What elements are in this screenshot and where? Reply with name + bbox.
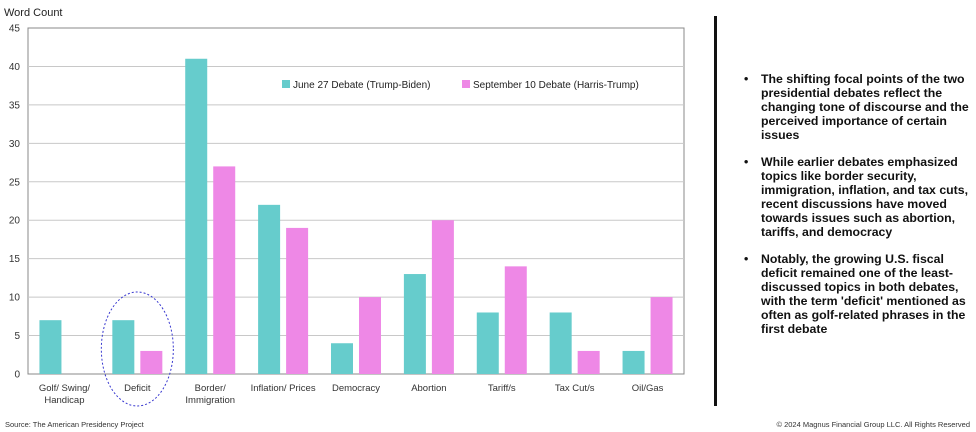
y-tick-label: 45 xyxy=(9,24,21,35)
bar xyxy=(331,343,353,374)
source-note: Source: The American Presidency Project xyxy=(5,420,144,429)
y-axis-label: Word Count xyxy=(4,7,63,19)
bar xyxy=(504,266,527,374)
bar xyxy=(650,297,673,374)
legend-label: September 10 Debate (Harris-Trump) xyxy=(473,80,639,91)
bullet-dot: • xyxy=(744,155,749,169)
x-tick-label: Deficit xyxy=(124,383,151,394)
bar xyxy=(213,166,236,374)
y-tick-label: 5 xyxy=(14,331,20,342)
bullet-dot: • xyxy=(744,72,749,86)
bullet-text: Notably, the growing U.S. fiscal deficit… xyxy=(761,252,966,336)
bar xyxy=(431,220,454,374)
copyright-note: © 2024 Magnus Financial Group LLC. All R… xyxy=(776,420,970,429)
vertical-divider xyxy=(714,16,717,406)
x-tick-label: Tax Cut/s xyxy=(555,383,595,394)
y-tick-label: 10 xyxy=(9,293,21,304)
y-tick-label: 20 xyxy=(9,216,21,227)
y-tick-label: 35 xyxy=(9,100,21,111)
highlight-ellipse xyxy=(100,291,174,407)
bar xyxy=(577,350,600,374)
legend-label: June 27 Debate (Trump-Biden) xyxy=(293,80,430,91)
bar xyxy=(39,320,62,374)
x-tick-label: Tariff/s xyxy=(488,383,516,394)
bar xyxy=(359,297,381,374)
bar xyxy=(476,312,499,374)
bar xyxy=(112,320,135,374)
bar xyxy=(622,350,645,374)
bar-chart: 0 5 10 15 20 25 30 35 40 45 Word Count Golf/ Swing/… xyxy=(4,7,685,407)
key-takeaways: • The shifting focal points of the two p… xyxy=(744,72,970,349)
y-tick-label: 30 xyxy=(9,139,21,150)
bullet-item: • While earlier debates emphasized topic… xyxy=(744,155,970,239)
bullet-item: • The shifting focal points of the two p… xyxy=(744,72,970,142)
legend-swatch xyxy=(462,80,470,88)
x-tick-label: Abortion xyxy=(411,383,446,394)
y-tick-label: 40 xyxy=(9,62,21,73)
y-tick-label: 0 xyxy=(14,370,20,381)
x-tick-label: Inflation/ Prices xyxy=(251,383,316,394)
y-tick-label: 25 xyxy=(9,177,21,188)
x-tick-label: Democracy xyxy=(332,383,380,394)
bar xyxy=(549,312,572,374)
bar xyxy=(140,350,163,374)
legend-swatch xyxy=(282,80,290,88)
x-tick-label: Oil/Gas xyxy=(632,383,664,394)
bullet-item: • Notably, the growing U.S. fiscal defic… xyxy=(744,252,970,336)
y-tick-label: 15 xyxy=(9,254,21,265)
bar xyxy=(403,274,426,374)
x-tick-label: Border/Immigration xyxy=(185,383,235,406)
bullet-text: The shifting focal points of the two pre… xyxy=(761,72,969,142)
bullet-text: While earlier debates emphasized topics … xyxy=(761,155,969,239)
x-tick-label: Golf/ Swing/Handicap xyxy=(39,383,91,406)
bullet-dot: • xyxy=(744,252,749,266)
bar xyxy=(286,227,309,374)
plot-frame xyxy=(27,27,685,375)
bar xyxy=(185,58,208,374)
bar xyxy=(258,204,281,374)
